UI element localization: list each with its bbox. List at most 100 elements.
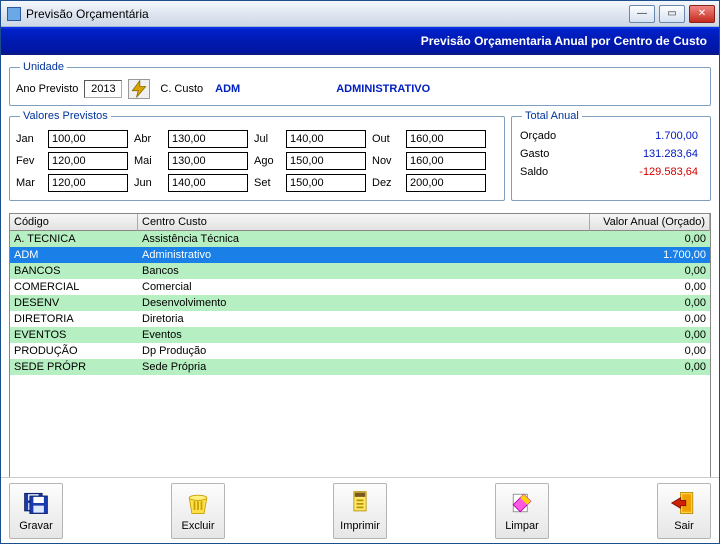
cell-valor: 0,00 — [590, 312, 710, 326]
ccusto-code: ADM — [215, 83, 240, 95]
refresh-button[interactable] — [128, 79, 150, 99]
maximize-button[interactable]: ▭ — [659, 5, 685, 23]
ago-label: Ago — [254, 155, 280, 167]
cell-valor: 0,00 — [590, 296, 710, 310]
exit-icon — [670, 489, 698, 517]
mai-label: Mai — [134, 155, 162, 167]
cell-valor: 0,00 — [590, 328, 710, 342]
table-row[interactable]: A. TECNICAAssistência Técnica0,00 — [10, 231, 710, 247]
save-icon — [22, 489, 50, 517]
mar-label: Mar — [16, 177, 42, 189]
table-row[interactable]: SEDE PRÓPRSede Própria0,00 — [10, 359, 710, 375]
table-row[interactable]: PRODUÇÃODp Produção0,00 — [10, 343, 710, 359]
col-centro[interactable]: Centro Custo — [138, 214, 590, 231]
sair-label: Sair — [674, 520, 694, 532]
centro-custo-table: Código Centro Custo Valor Anual (Orçado)… — [9, 213, 711, 486]
abr-label: Abr — [134, 133, 162, 145]
jun-label: Jun — [134, 177, 162, 189]
orcado-value: 1.700,00 — [580, 130, 702, 142]
app-window: Previsão Orçamentária — ▭ ✕ Previsão Orç… — [0, 0, 720, 544]
cell-centro: Administrativo — [138, 248, 590, 262]
cell-codigo: BANCOS — [10, 264, 138, 278]
unidade-legend: Unidade — [20, 61, 67, 73]
cell-centro: Bancos — [138, 264, 590, 278]
footer-toolbar: Gravar Excluir Imprimir — [1, 477, 719, 543]
cell-codigo: PRODUÇÃO — [10, 344, 138, 358]
valores-fieldset: Valores Previstos Jan Abr Jul Out Fev Ma… — [9, 110, 505, 201]
cell-valor: 0,00 — [590, 232, 710, 246]
window-title: Previsão Orçamentária — [26, 7, 149, 21]
saldo-value: -129.583,64 — [580, 166, 702, 178]
fev-input[interactable] — [48, 152, 128, 170]
cell-codigo: DESENV — [10, 296, 138, 310]
close-button[interactable]: ✕ — [689, 5, 715, 23]
gasto-value: 131.283,64 — [580, 148, 702, 160]
minimize-button[interactable]: — — [629, 5, 655, 23]
jul-input[interactable] — [286, 130, 366, 148]
app-icon — [7, 7, 21, 21]
fev-label: Fev — [16, 155, 42, 167]
trash-icon — [184, 489, 212, 517]
valores-legend: Valores Previstos — [20, 110, 111, 122]
cell-centro: Desenvolvimento — [138, 296, 590, 310]
ano-previsto-input[interactable] — [84, 80, 122, 98]
orcado-label: Orçado — [520, 130, 580, 142]
abr-input[interactable] — [168, 130, 248, 148]
nov-input[interactable] — [406, 152, 486, 170]
table-row[interactable]: DIRETORIADiretoria0,00 — [10, 311, 710, 327]
cell-centro: Sede Própria — [138, 360, 590, 374]
cell-valor: 0,00 — [590, 264, 710, 278]
cell-valor: 0,00 — [590, 280, 710, 294]
ccusto-label: C. Custo — [160, 83, 203, 95]
set-input[interactable] — [286, 174, 366, 192]
imprimir-label: Imprimir — [340, 520, 380, 532]
jan-label: Jan — [16, 133, 42, 145]
imprimir-button[interactable]: Imprimir — [333, 483, 387, 539]
sair-button[interactable]: Sair — [657, 483, 711, 539]
cell-codigo: DIRETORIA — [10, 312, 138, 326]
cell-valor: 0,00 — [590, 344, 710, 358]
mai-input[interactable] — [168, 152, 248, 170]
table-body[interactable]: A. TECNICAAssistência Técnica0,00ADMAdmi… — [10, 231, 710, 485]
cell-codigo: SEDE PRÓPR — [10, 360, 138, 374]
cell-centro: Diretoria — [138, 312, 590, 326]
ano-previsto-label: Ano Previsto — [16, 83, 78, 95]
dez-input[interactable] — [406, 174, 486, 192]
set-label: Set — [254, 177, 280, 189]
banner: Previsão Orçamentaria Anual por Centro d… — [1, 27, 719, 55]
excluir-button[interactable]: Excluir — [171, 483, 225, 539]
cell-centro: Dp Produção — [138, 344, 590, 358]
gasto-label: Gasto — [520, 148, 580, 160]
limpar-label: Limpar — [505, 520, 539, 532]
table-row[interactable]: DESENVDesenvolvimento0,00 — [10, 295, 710, 311]
banner-text: Previsão Orçamentaria Anual por Centro d… — [421, 34, 707, 48]
col-valor[interactable]: Valor Anual (Orçado) — [590, 214, 710, 231]
cell-valor: 0,00 — [590, 360, 710, 374]
unidade-fieldset: Unidade Ano Previsto C. Custo ADM ADMINI… — [9, 61, 711, 106]
table-row[interactable]: BANCOSBancos0,00 — [10, 263, 710, 279]
cell-centro: Eventos — [138, 328, 590, 342]
table-row[interactable]: ADMAdministrativo1.700,00 — [10, 247, 710, 263]
mar-input[interactable] — [48, 174, 128, 192]
cell-codigo: ADM — [10, 248, 138, 262]
jul-label: Jul — [254, 133, 280, 145]
jan-input[interactable] — [48, 130, 128, 148]
table-header: Código Centro Custo Valor Anual (Orçado) — [10, 214, 710, 231]
limpar-button[interactable]: Limpar — [495, 483, 549, 539]
gravar-label: Gravar — [19, 520, 53, 532]
print-icon — [346, 489, 374, 517]
titlebar: Previsão Orçamentária — ▭ ✕ — [1, 1, 719, 27]
total-anual-fieldset: Total Anual Orçado 1.700,00 Gasto 131.28… — [511, 110, 711, 201]
ago-input[interactable] — [286, 152, 366, 170]
cell-codigo: COMERCIAL — [10, 280, 138, 294]
dez-label: Dez — [372, 177, 400, 189]
table-row[interactable]: COMERCIALComercial0,00 — [10, 279, 710, 295]
saldo-label: Saldo — [520, 166, 580, 178]
col-codigo[interactable]: Código — [10, 214, 138, 231]
gravar-button[interactable]: Gravar — [9, 483, 63, 539]
cell-centro: Assistência Técnica — [138, 232, 590, 246]
lightning-icon — [129, 79, 149, 99]
out-input[interactable] — [406, 130, 486, 148]
jun-input[interactable] — [168, 174, 248, 192]
table-row[interactable]: EVENTOSEventos0,00 — [10, 327, 710, 343]
